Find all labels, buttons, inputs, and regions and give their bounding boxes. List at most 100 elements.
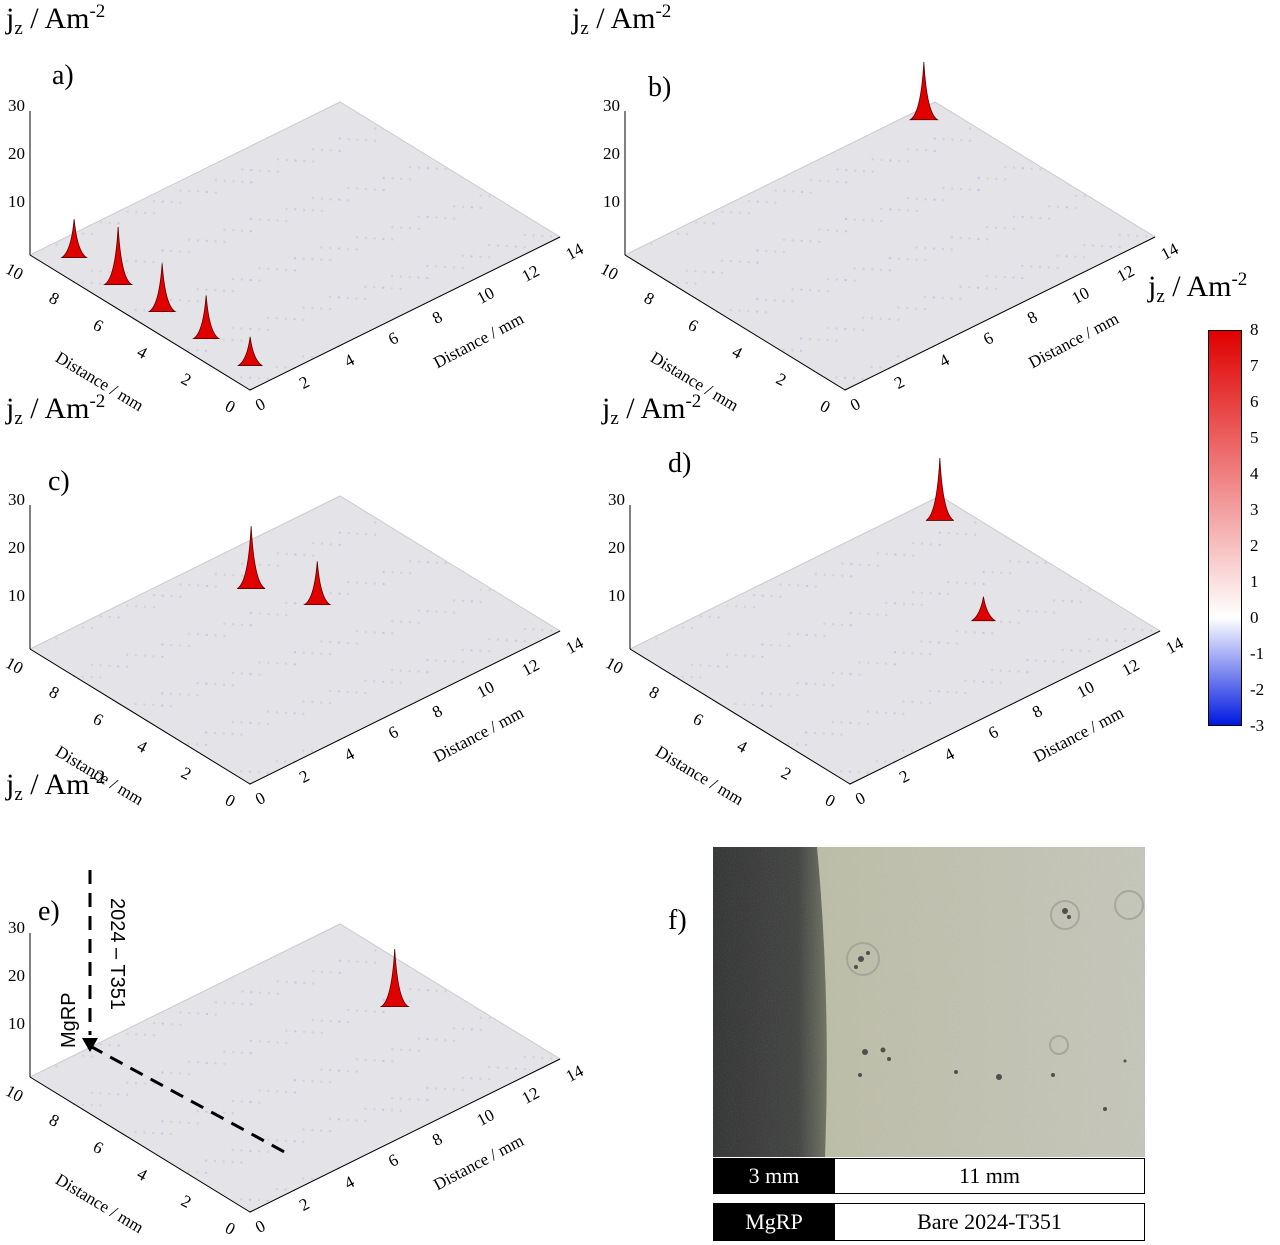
surface-texture-dot [258, 612, 262, 615]
surface-texture-dot [90, 1054, 94, 1058]
surface-texture-dot [240, 623, 244, 626]
surface-texture-dot [266, 722, 270, 726]
colorbar-tick-label: 3 [1250, 500, 1259, 519]
surface-texture-dot [977, 176, 980, 180]
surface-texture-dot [417, 988, 421, 991]
panel-surface-plot [28, 101, 562, 392]
surface-texture-dot [55, 243, 58, 246]
y-tick-label: 4 [729, 342, 746, 363]
x-tick-label: 0 [252, 788, 269, 809]
surface-texture-dot [373, 188, 377, 191]
surface-texture-dot [488, 195, 491, 198]
surface-texture-dot [871, 268, 874, 271]
surface-texture-dot [169, 1120, 173, 1124]
surface-texture-dot [143, 1082, 146, 1085]
surface-texture-dot [117, 222, 120, 225]
surface-texture-dot [391, 620, 394, 623]
surface-texture-dot [835, 339, 838, 342]
surface-texture-dot [390, 238, 394, 241]
surface-texture-dot [99, 664, 102, 667]
surface-texture-dot [417, 227, 420, 230]
surface-texture-dot [355, 642, 358, 645]
surface-texture-dot [990, 681, 994, 684]
surface-texture-dot [390, 1060, 394, 1063]
surface-texture-dot [399, 1109, 402, 1113]
surface-texture-dot [1035, 610, 1038, 613]
surface-texture-dot [117, 1093, 120, 1096]
surface-texture-dot [862, 218, 865, 222]
surface-texture-dot [791, 288, 794, 291]
surface-texture-dot [204, 1159, 208, 1162]
surface-texture-dot [932, 296, 936, 299]
surface-texture-dot [1065, 206, 1069, 209]
surface-texture-dot [1017, 621, 1020, 624]
x-axis-line [249, 236, 561, 391]
surface-texture-dot [152, 1131, 155, 1135]
x-tick-label: 0 [847, 394, 864, 415]
surface-texture-dot [258, 267, 261, 270]
surface-texture-dot [1030, 216, 1033, 219]
x-axis-label: Distance / mm [1025, 308, 1123, 372]
surface-texture-dot [241, 574, 244, 578]
surface-texture-dot [134, 653, 138, 657]
surface-texture-dot [973, 521, 977, 524]
surface-texture-dot [791, 239, 795, 242]
surface-texture-dot [373, 1059, 376, 1062]
surface-texture-dot [285, 1041, 288, 1045]
x-tick-label: 14 [562, 1061, 587, 1086]
surface-texture-dot [470, 1028, 474, 1031]
surface-texture-dot [1038, 265, 1042, 269]
surface-texture-dot [708, 664, 711, 668]
surface-texture-dot [232, 574, 235, 577]
surface-texture-dot [858, 661, 861, 664]
surface-texture-dot [223, 228, 226, 231]
surface-texture-dot [213, 1159, 217, 1163]
surface-texture-dot [897, 306, 900, 309]
surface-texture-dot [452, 1039, 456, 1042]
surface-texture-dot [893, 663, 897, 666]
surface-texture-dot [541, 628, 544, 632]
surface-texture-dot [302, 1079, 305, 1082]
z-tick-label: 30 [603, 96, 620, 115]
surface-texture-dot [302, 1030, 306, 1034]
surface-texture-dot [452, 660, 456, 663]
surface-texture-dot [884, 760, 887, 763]
surface-texture-dot [694, 282, 697, 285]
surface-texture-dot [434, 659, 438, 662]
x-tick-label: 2 [296, 766, 313, 788]
surface-texture-dot [840, 721, 843, 724]
surface-texture-dot [170, 643, 173, 647]
surface-texture-dot [778, 693, 782, 696]
surface-texture-dot [933, 137, 936, 140]
surface-texture-dot [505, 244, 509, 248]
surface-texture-dot [831, 732, 834, 736]
surface-texture-dot [417, 621, 420, 624]
surface-texture-dot [223, 1001, 226, 1005]
surface-texture-dot [923, 295, 927, 299]
surface-texture-dot [461, 1076, 464, 1079]
surface-texture-dot [911, 652, 914, 655]
surface-texture-dot [1144, 235, 1148, 238]
surface-texture-dot [55, 1065, 58, 1068]
surface-texture-dot [169, 1132, 173, 1136]
x-tick-label: 8 [1029, 700, 1046, 722]
z-tick-label: 30 [8, 918, 25, 937]
surface-texture-dot [390, 1109, 394, 1112]
surface-texture-dot [382, 631, 385, 635]
surface-texture-dot [770, 594, 773, 598]
surface-texture-dot [399, 1097, 402, 1100]
surface-texture-dot [275, 365, 278, 369]
surface-texture-dot [885, 601, 888, 605]
surface-texture-dot [205, 1012, 209, 1016]
surface-texture-dot [782, 348, 785, 351]
x-tick-label: 10 [1073, 676, 1098, 702]
surface-texture-dot [990, 668, 994, 672]
surface-texture-dot [284, 1090, 288, 1094]
surface-texture-dot [320, 209, 323, 213]
surface-texture-dot [232, 622, 235, 626]
surface-texture-dot [905, 355, 909, 359]
surface-texture-dot [311, 1128, 314, 1132]
surface-texture-dot [117, 616, 120, 619]
surface-texture-dot [223, 634, 226, 638]
surface-texture-dot [417, 166, 421, 169]
